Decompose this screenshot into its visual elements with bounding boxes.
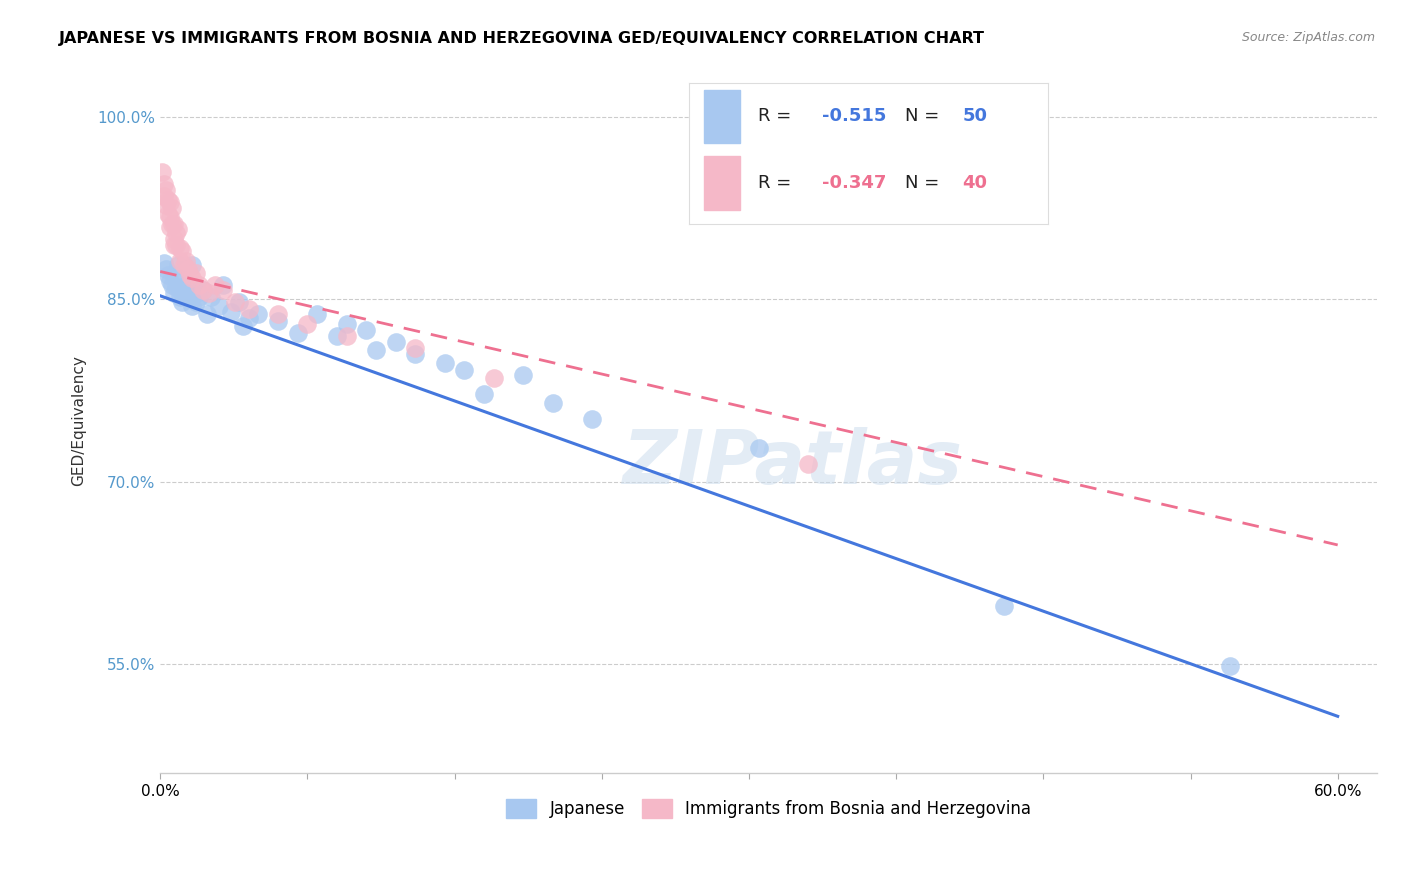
Point: [297, 317, 319, 331]
Text: Source: ZipAtlas.com: Source: ZipAtlas.com: [1241, 31, 1375, 45]
Point: [198, 286, 221, 301]
Point: [267, 314, 290, 328]
Point: [212, 277, 235, 292]
Point: [155, 183, 177, 197]
Point: [267, 307, 290, 321]
Point: [404, 347, 426, 361]
Point: [183, 280, 205, 294]
Point: [160, 277, 183, 292]
Point: [581, 411, 603, 425]
Point: [307, 307, 329, 321]
Point: [193, 283, 215, 297]
Point: [180, 299, 202, 313]
Point: [153, 189, 176, 203]
Point: [364, 343, 387, 358]
Point: [176, 262, 198, 277]
Point: [174, 253, 197, 268]
Point: [326, 329, 349, 343]
Point: [153, 256, 176, 270]
Point: [232, 319, 254, 334]
Point: [453, 363, 475, 377]
Point: [169, 241, 191, 255]
Point: [993, 599, 1015, 613]
Point: [212, 283, 235, 297]
Point: [238, 302, 260, 317]
Point: [200, 290, 222, 304]
Point: [173, 274, 195, 288]
Point: [482, 371, 505, 385]
Point: [165, 226, 187, 240]
Point: [155, 262, 177, 277]
Point: [512, 368, 534, 382]
Point: [169, 283, 191, 297]
Point: [219, 304, 242, 318]
Text: ZIPatlas: ZIPatlas: [623, 426, 963, 500]
Point: [186, 286, 208, 301]
Point: [188, 277, 211, 292]
Point: [208, 299, 231, 313]
Point: [170, 294, 193, 309]
Point: [159, 274, 181, 288]
Point: [160, 202, 183, 216]
Point: [159, 219, 181, 234]
Point: [204, 277, 226, 292]
Point: [184, 294, 207, 309]
Point: [157, 268, 180, 282]
Point: [174, 277, 197, 292]
Point: [224, 294, 246, 309]
Point: [159, 195, 181, 210]
Point: [404, 341, 426, 355]
Point: [159, 210, 181, 224]
Y-axis label: GED/Equivalency: GED/Equivalency: [72, 356, 86, 486]
Text: JAPANESE VS IMMIGRANTS FROM BOSNIA AND HERZEGOVINA GED/EQUIVALENCY CORRELATION C: JAPANESE VS IMMIGRANTS FROM BOSNIA AND H…: [59, 31, 986, 46]
Point: [150, 165, 173, 179]
Legend: Japanese, Immigrants from Bosnia and Herzegovina: Japanese, Immigrants from Bosnia and Her…: [499, 792, 1038, 825]
Point: [170, 244, 193, 258]
Point: [179, 290, 201, 304]
Point: [173, 259, 195, 273]
Point: [165, 237, 187, 252]
Point: [176, 286, 198, 301]
Point: [748, 441, 770, 455]
Point: [153, 177, 176, 191]
Point: [160, 217, 183, 231]
Point: [195, 307, 218, 321]
Point: [238, 310, 260, 325]
Point: [356, 323, 378, 337]
Point: [179, 268, 201, 282]
Point: [163, 268, 186, 282]
Point: [169, 253, 191, 268]
Point: [188, 290, 211, 304]
Point: [180, 259, 202, 273]
Point: [433, 356, 456, 370]
Point: [163, 237, 186, 252]
Point: [167, 259, 190, 273]
Point: [336, 329, 359, 343]
Point: [167, 222, 190, 236]
Point: [472, 387, 495, 401]
Point: [165, 280, 187, 294]
Point: [336, 317, 359, 331]
Point: [287, 326, 309, 341]
Point: [163, 286, 186, 301]
Point: [169, 290, 191, 304]
Point: [180, 270, 202, 285]
Point: [155, 197, 177, 211]
Point: [193, 283, 215, 297]
Point: [247, 307, 270, 321]
Point: [1219, 659, 1241, 673]
Point: [157, 193, 180, 207]
Point: [163, 232, 186, 246]
Point: [384, 334, 406, 349]
Point: [157, 207, 180, 221]
Point: [228, 294, 250, 309]
Point: [163, 217, 186, 231]
Point: [797, 457, 820, 471]
Point: [541, 396, 564, 410]
Point: [184, 266, 207, 280]
